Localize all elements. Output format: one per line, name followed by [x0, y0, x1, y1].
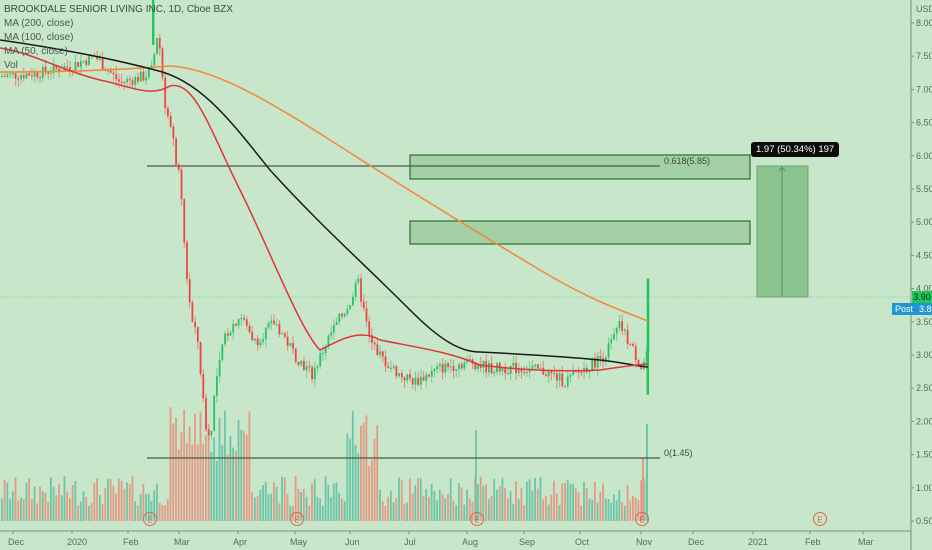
- price-axis[interactable]: USD8.007.507.006.506.005.505.004.504.003…: [911, 4, 932, 526]
- time-tick: Sep: [519, 537, 535, 547]
- price-tick: 1.00: [916, 483, 932, 493]
- time-tick: Dec: [8, 537, 25, 547]
- volume-legend[interactable]: Vol: [4, 60, 18, 71]
- price-tick: 3.00: [916, 350, 932, 360]
- ma200-line: [0, 65, 649, 322]
- post-value: 3.88: [919, 304, 932, 314]
- price-tick: 2.00: [916, 416, 932, 426]
- price-tick: 7.00: [916, 84, 932, 94]
- svg-text:E: E: [147, 516, 152, 525]
- fib-0618-label: 0.618(5.85): [664, 156, 711, 166]
- time-tick: Oct: [575, 537, 590, 547]
- price-tick: 0.50: [916, 516, 932, 526]
- earnings-icon[interactable]: E: [143, 512, 157, 526]
- earnings-icon[interactable]: E: [290, 512, 304, 526]
- last-price-tag: 3.90: [912, 291, 932, 303]
- price-tick: 5.50: [916, 184, 932, 194]
- candlesticks: [1, 0, 650, 441]
- time-tick: Nov: [636, 537, 653, 547]
- svg-text:E: E: [639, 516, 644, 525]
- svg-text:E: E: [294, 516, 299, 525]
- price-tick: 6.00: [916, 151, 932, 161]
- time-tick: Apr: [233, 537, 247, 547]
- post-market-tag: Post 3.88: [892, 303, 932, 315]
- price-tick: 4.50: [916, 250, 932, 260]
- post-label: Post: [895, 304, 914, 314]
- fib-0-label: 0(1.45): [664, 448, 693, 458]
- currency-label: USD: [916, 4, 932, 14]
- time-tick: May: [290, 537, 308, 547]
- price-tick: 6.50: [916, 118, 932, 128]
- ma100-legend[interactable]: MA (100, close): [4, 32, 74, 43]
- time-tick: Jul: [404, 537, 416, 547]
- volume-bars: [1, 407, 648, 521]
- ma50-legend[interactable]: MA (50, close): [4, 46, 68, 57]
- price-tick: 7.50: [916, 51, 932, 61]
- time-tick: Aug: [462, 537, 478, 547]
- resistance-zone-lower[interactable]: [409, 220, 751, 245]
- svg-text:E: E: [817, 516, 822, 525]
- price-tick: 4.00: [916, 284, 932, 294]
- time-tick: Jun: [345, 537, 360, 547]
- chart-legend: BROOKDALE SENIOR LIVING INC, 1D, Cboe BZ…: [4, 3, 233, 73]
- earnings-icon[interactable]: E: [813, 512, 827, 526]
- price-tick: 5.00: [916, 217, 932, 227]
- resistance-zone-upper[interactable]: [409, 154, 751, 180]
- time-tick: Mar: [174, 537, 190, 547]
- earnings-icon[interactable]: E: [635, 512, 649, 526]
- time-axis[interactable]: Dec 2020 Feb Mar Apr May Jun Jul Aug Sep Oct Nov Dec…: [8, 531, 874, 547]
- svg-text:E: E: [474, 516, 479, 525]
- time-tick: Feb: [805, 537, 821, 547]
- price-tick: 2.50: [916, 383, 932, 393]
- earnings-icon[interactable]: E: [470, 512, 484, 526]
- time-tick: 2020: [67, 537, 87, 547]
- price-tick: 8.00: [916, 18, 932, 28]
- price-tick: 1.50: [916, 450, 932, 460]
- price-tick: 3.50: [916, 317, 932, 327]
- arrow-up-icon: [778, 166, 786, 172]
- ma100-line: [0, 39, 649, 368]
- time-tick: 2021: [748, 537, 768, 547]
- measure-label: 1.97 (50.34%) 197: [751, 142, 840, 157]
- symbol-title[interactable]: BROOKDALE SENIOR LIVING INC, 1D, Cboe BZ…: [4, 4, 233, 15]
- time-tick: Feb: [123, 537, 139, 547]
- time-tick: Mar: [858, 537, 874, 547]
- time-tick: Dec: [688, 537, 705, 547]
- ma50-line: [0, 47, 649, 372]
- ma200-legend[interactable]: MA (200, close): [4, 18, 74, 29]
